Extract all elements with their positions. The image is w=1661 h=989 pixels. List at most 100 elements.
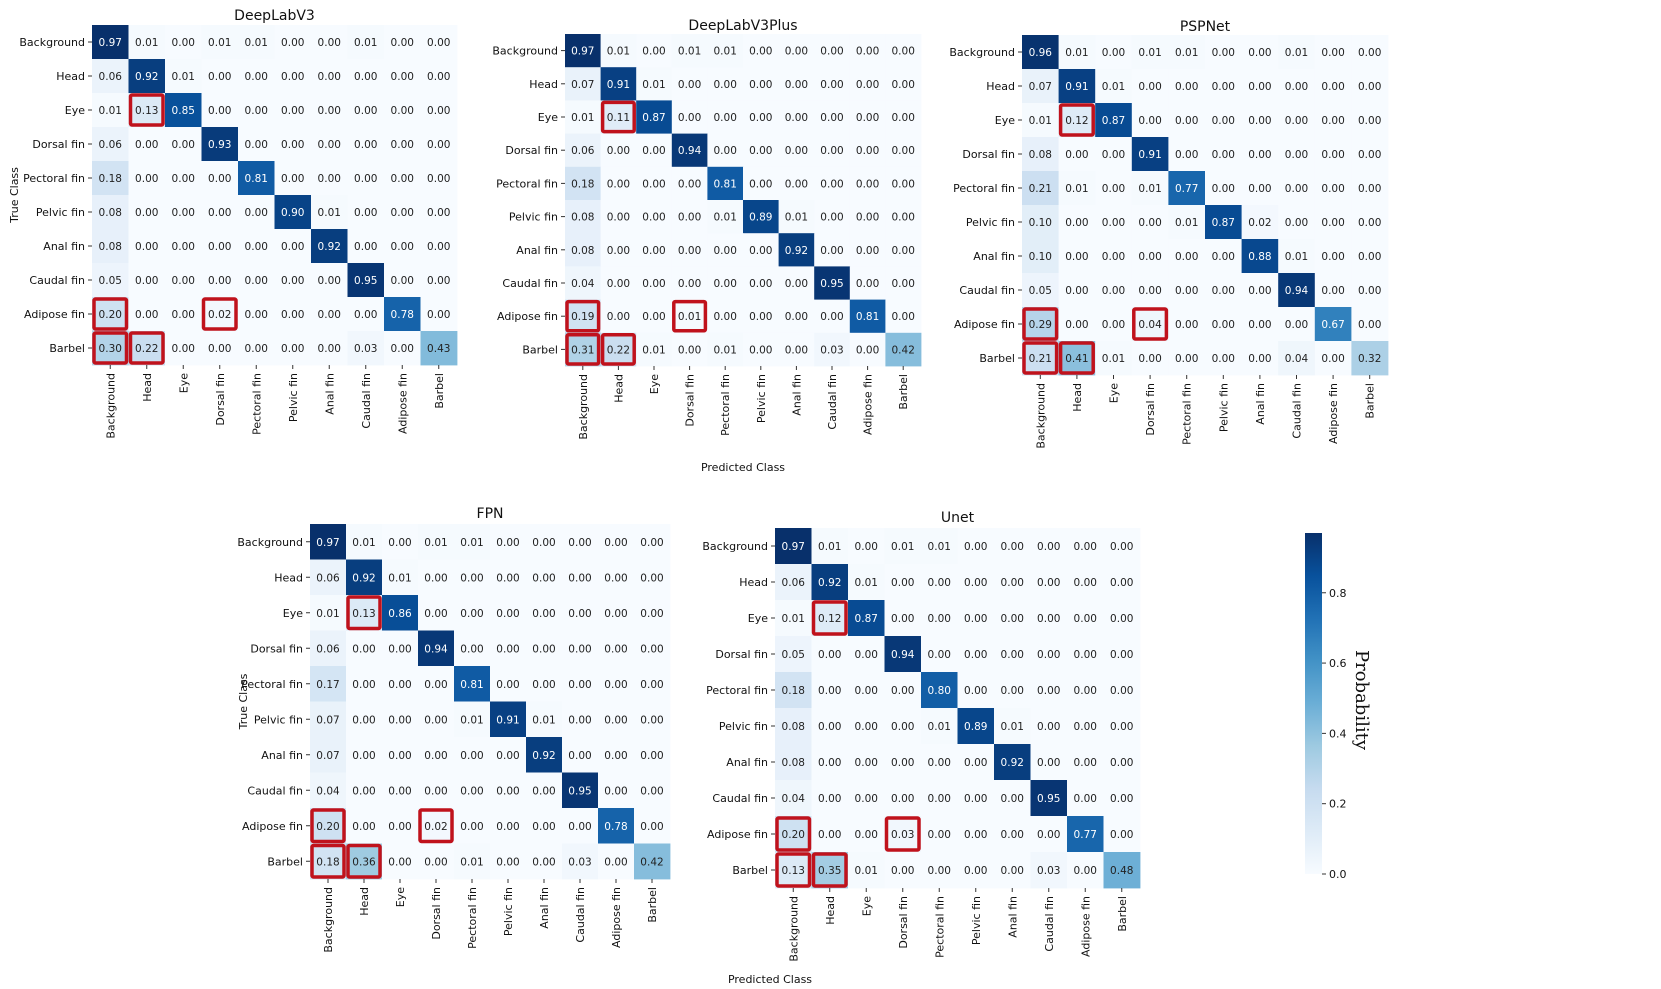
heatmap-cell — [490, 737, 527, 773]
cell-value-label: 0.01 — [818, 541, 841, 553]
heatmap-cell — [1205, 307, 1242, 342]
cell-value-label: 0.00 — [135, 241, 158, 253]
heatmap-cell — [775, 780, 812, 817]
colorbar: 0.0 0.2 0.4 0.6 0.8 Probability — [1305, 533, 1372, 881]
cell-value-label: 0.00 — [352, 821, 375, 833]
cell-value-label: 0.00 — [785, 344, 808, 356]
colorbar-label: Probability — [1351, 650, 1372, 751]
cell-value-label: 0.01 — [388, 572, 411, 584]
cell-value-label: 0.00 — [749, 112, 772, 124]
heatmap-cell — [885, 133, 922, 168]
cell-value-label: 0.00 — [532, 856, 555, 868]
heatmap-cell — [634, 630, 671, 667]
cell-value-label: 0.00 — [172, 309, 195, 321]
cell-value-label: 0.00 — [424, 856, 447, 868]
heatmap-cell — [1278, 137, 1316, 172]
cell-value-label: 0.00 — [607, 311, 630, 323]
heatmap-cell — [310, 843, 347, 880]
heatmap-cell — [1095, 35, 1133, 70]
y-tick-label: Adipose fin — [242, 820, 303, 833]
cell-value-label: 0.00 — [891, 577, 914, 589]
x-tick-label: Pectoral fin — [933, 896, 946, 958]
x-tick-label: Head — [612, 374, 625, 403]
heatmap-cell — [562, 559, 599, 596]
highlight-box — [672, 299, 708, 333]
heatmap-cell — [1030, 636, 1068, 673]
cell-value-label: 0.00 — [568, 608, 591, 620]
cell-value-label: 0.00 — [820, 145, 843, 157]
cell-value-label: 0.00 — [1110, 577, 1133, 589]
heatmap-cell — [1205, 103, 1242, 138]
y-tick-label: Caudal fin — [712, 792, 768, 805]
heatmap-cell — [1205, 35, 1242, 70]
y-tick-label: Background — [237, 536, 303, 549]
heatmap-cell — [490, 808, 527, 844]
cell-value-label: 0.00 — [1001, 865, 1024, 877]
cell-value-label: 0.00 — [964, 649, 987, 661]
heatmap-cell — [778, 67, 815, 101]
cell-value-label: 0.01 — [532, 714, 555, 726]
cell-value-label: 0.00 — [424, 572, 447, 584]
heatmap-cell — [849, 166, 886, 201]
cell-value-label: 0.00 — [245, 309, 268, 321]
cell-value-label: 0.18 — [571, 178, 594, 190]
heatmap-cell — [1030, 816, 1068, 853]
cell-value-label: 0.91 — [607, 79, 630, 91]
cell-value-label: 0.00 — [855, 649, 878, 661]
heatmap-cell — [921, 852, 958, 889]
heatmap-cell — [1030, 852, 1068, 889]
heatmap-cell — [1131, 239, 1169, 274]
heatmap-cell — [1131, 307, 1169, 342]
cell-value-label: 0.00 — [1358, 115, 1381, 127]
heatmap-cell — [884, 564, 922, 601]
heatmap-cell — [775, 564, 812, 601]
heatmap-cell — [671, 266, 708, 300]
heatmap-cell — [811, 564, 849, 601]
heatmap-cell — [274, 59, 312, 94]
cell-value-label: 0.92 — [532, 750, 555, 762]
cell-value-label: 0.00 — [1037, 577, 1060, 589]
heatmap-cell — [598, 701, 635, 738]
cell-value-label: 0.00 — [496, 856, 519, 868]
heatmap-cell — [1314, 35, 1352, 70]
chart-title: DeepLabV3 — [234, 8, 315, 24]
cell-value-label: 0.00 — [391, 207, 414, 219]
cell-value-label: 0.02 — [208, 309, 231, 321]
x-tick-label: Caudal fin — [1291, 383, 1304, 439]
cell-value-label: 0.00 — [1001, 541, 1024, 553]
cell-value-label: 0.00 — [245, 105, 268, 117]
cell-value-label: 0.00 — [208, 275, 231, 287]
heatmap-cell — [165, 59, 202, 94]
cell-value-label: 0.00 — [1065, 149, 1088, 161]
heatmap-cell — [347, 195, 385, 230]
heatmap-cell — [1278, 171, 1316, 206]
y-tick-label: Background — [949, 46, 1015, 59]
y-tick-label: Pectoral fin — [953, 182, 1015, 195]
heatmap-cell — [1351, 69, 1389, 104]
heatmap-cell — [418, 559, 455, 596]
heatmap-cell — [884, 852, 922, 889]
heatmap-cell — [598, 843, 635, 880]
heatmap-cell — [849, 200, 886, 234]
cell-value-label: 0.00 — [391, 173, 414, 185]
cell-value-label: 0.21 — [1029, 183, 1052, 195]
cell-value-label: 0.00 — [568, 572, 591, 584]
highlight-box — [600, 333, 636, 366]
cell-value-label: 0.06 — [316, 572, 340, 584]
y-tick-label: Dorsal fin — [32, 138, 85, 151]
cell-value-label: 0.00 — [607, 178, 630, 190]
cell-value-label: 0.11 — [607, 112, 630, 124]
cell-value-label: 0.12 — [1065, 115, 1088, 127]
heatmap-cell — [420, 229, 458, 264]
cell-value-label: 0.00 — [640, 537, 663, 549]
heatmap-cell — [600, 233, 637, 267]
heatmap-cell — [994, 852, 1031, 889]
heatmap-cell — [490, 843, 527, 880]
cell-value-label: 0.00 — [1037, 757, 1060, 769]
heatmap-cell — [490, 630, 527, 667]
y-tick-label: Pelvic fin — [36, 206, 85, 219]
cell-value-label: 0.00 — [640, 572, 663, 584]
y-axis-label: True Class — [237, 673, 250, 730]
cell-value-label: 0.00 — [714, 245, 737, 257]
cell-value-label: 0.95 — [568, 785, 591, 797]
